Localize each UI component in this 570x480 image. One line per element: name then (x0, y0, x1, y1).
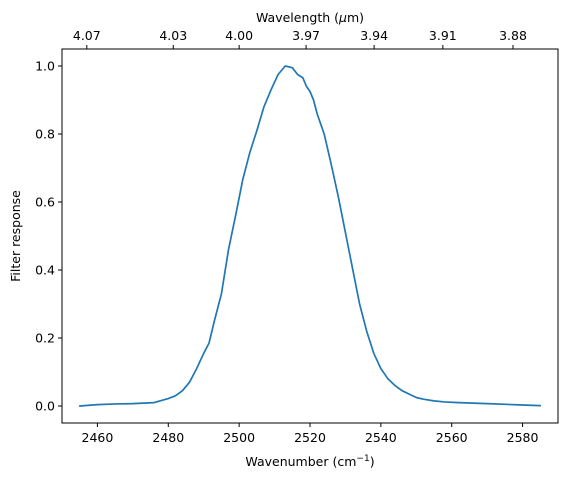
top-axis-label-suffix: m) (347, 10, 364, 25)
top-axis-label-symbol: μ (338, 10, 347, 25)
filter-response-line (78, 65, 542, 407)
top-tick-label: 4.07 (73, 28, 101, 43)
x-axis-label-sup: −1 (356, 454, 369, 464)
y-tick-label: 0.2 (35, 331, 55, 346)
x-tick-label: 2500 (223, 430, 255, 445)
top-tick-label: 3.97 (292, 28, 320, 43)
top-tick-label: 4.00 (225, 28, 253, 43)
x-tick-label: 2560 (436, 430, 468, 445)
top-tick-label: 3.88 (499, 28, 527, 43)
series-layer (78, 65, 542, 407)
x-tick-label: 2580 (507, 430, 539, 445)
x-axis-label: Wavenumber (cm−1) (245, 454, 374, 469)
x-axis-label-close: ) (370, 454, 375, 469)
top-tick-label: 3.91 (429, 28, 457, 43)
top-tick-label: 3.94 (360, 28, 388, 43)
x-tick-label: 2540 (365, 430, 397, 445)
y-tick-label: 0.0 (35, 399, 55, 414)
y-tick-label: 1.0 (35, 59, 55, 74)
x-tick-label: 2460 (82, 430, 114, 445)
y-axis-label: Filter response (8, 190, 23, 282)
ticks-layer: 2460 2480 2500 2520 2540 2560 2580 0.0 0.2 0.4 0.6… (35, 28, 538, 445)
top-tick-label: 4.03 (159, 28, 187, 43)
y-tick-label: 0.8 (35, 127, 55, 142)
plot-area-frame (61, 48, 559, 424)
x-tick-label: 2480 (152, 430, 184, 445)
x-tick-label: 2520 (294, 430, 326, 445)
top-axis-label: Wavelength (μm) (256, 10, 364, 25)
y-tick-label: 0.6 (35, 195, 55, 210)
y-tick-label: 0.4 (35, 263, 55, 278)
